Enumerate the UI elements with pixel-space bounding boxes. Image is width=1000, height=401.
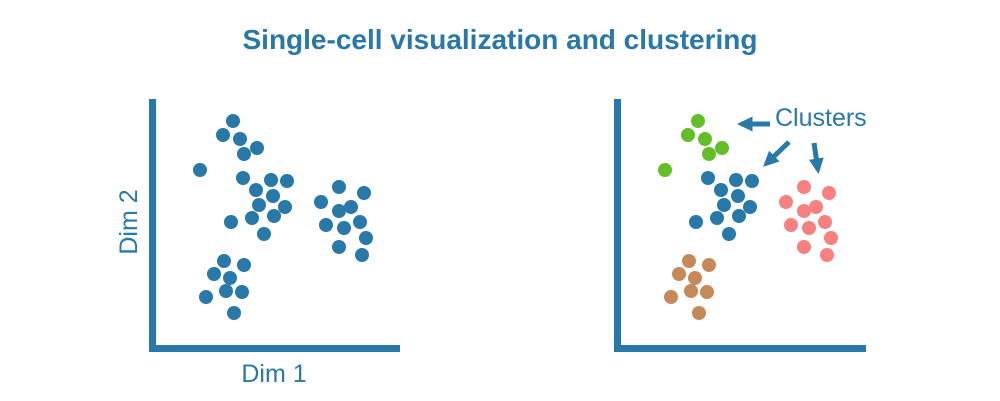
cells-unclustered-point [245, 211, 259, 225]
left-plot-x-axis [149, 345, 400, 352]
cluster-pink-point [824, 231, 838, 245]
cluster-blue-point [714, 183, 728, 197]
cells-unclustered-point [359, 231, 373, 245]
cells-unclustered-point [332, 240, 346, 254]
cells-unclustered-point [280, 174, 294, 188]
cells-unclustered-point [224, 215, 238, 229]
cluster-blue-point [722, 227, 736, 241]
cells-unclustered-point [353, 215, 367, 229]
cells-unclustered-point [357, 186, 371, 200]
cluster-brown-point [664, 290, 678, 304]
cells-unclustered-point [233, 132, 247, 146]
cells-unclustered-point [217, 254, 231, 268]
cluster-brown-point [682, 254, 696, 268]
cells-unclustered-point [249, 183, 263, 197]
cluster-green-point [698, 132, 712, 146]
cluster-green-point [681, 128, 695, 142]
cells-unclustered-point [226, 114, 240, 128]
figure-title: Single-cell visualization and clustering [242, 24, 758, 55]
cells-unclustered-point [278, 200, 292, 214]
cells-unclustered-point [199, 290, 213, 304]
cells-unclustered-point [216, 128, 230, 142]
cluster-pink-point [822, 186, 836, 200]
cells-unclustered-point [237, 258, 251, 272]
cluster-pink-point [818, 215, 832, 229]
cluster-pink-point [797, 204, 811, 218]
cells-unclustered-point [355, 248, 369, 262]
cells-unclustered-point [314, 195, 328, 209]
left-plot-x-axis-label: Dim 1 [241, 360, 307, 388]
arrow-to-pink-cluster [808, 142, 824, 174]
cells-unclustered-point [337, 221, 351, 235]
cells-unclustered-point [219, 284, 233, 298]
cells-unclustered-point [236, 171, 250, 185]
cluster-brown-point [688, 271, 702, 285]
cluster-pink-point [779, 195, 793, 209]
cluster-blue-point [729, 173, 743, 187]
right-plot-x-axis [614, 345, 866, 352]
cells-unclustered-point [235, 285, 249, 299]
cells-unclustered-point [257, 227, 271, 241]
cluster-pink-point [820, 248, 834, 262]
cluster-brown-point [692, 306, 706, 320]
cells-unclustered-point [344, 200, 358, 214]
cells-unclustered-point [223, 271, 237, 285]
cluster-green-point [715, 141, 729, 155]
cluster-blue-point [710, 211, 724, 225]
cluster-green-point [691, 114, 705, 128]
cells-unclustered-point [319, 218, 333, 232]
cells-unclustered-point [266, 189, 280, 203]
cluster-green-point [658, 163, 672, 177]
cells-unclustered-point [250, 141, 264, 155]
cells-unclustered-point [264, 173, 278, 187]
cluster-brown-point [700, 285, 714, 299]
cluster-green-point [702, 147, 716, 161]
cluster-pink-point [802, 221, 816, 235]
cluster-blue-point [717, 198, 731, 212]
cluster-blue-point [743, 200, 757, 214]
cluster-brown-point [702, 258, 716, 272]
cluster-pink-point [797, 240, 811, 254]
cluster-brown-point [672, 267, 686, 281]
cluster-blue-point [732, 209, 746, 223]
cluster-blue-point [731, 189, 745, 203]
cells-unclustered-point [237, 147, 251, 161]
cells-unclustered-point [207, 267, 221, 281]
cells-unclustered-point [252, 198, 266, 212]
cluster-blue-point [701, 171, 715, 185]
cluster-brown-point [684, 284, 698, 298]
cells-unclustered-point [332, 180, 346, 194]
clusters-annotation-label: Clusters [775, 104, 867, 132]
right-plot-y-axis [614, 99, 621, 352]
cluster-blue-point [689, 215, 703, 229]
cluster-pink-point [784, 218, 798, 232]
cluster-blue-point [745, 174, 759, 188]
arrow-to-blue-cluster [763, 140, 791, 167]
left-plot-y-axis [149, 99, 156, 352]
cluster-pink-point [809, 200, 823, 214]
cells-unclustered-point [227, 306, 241, 320]
cells-unclustered-point [267, 209, 281, 223]
cluster-pink-point [797, 180, 811, 194]
cells-unclustered-point [193, 163, 207, 177]
cells-unclustered-point [332, 204, 346, 218]
